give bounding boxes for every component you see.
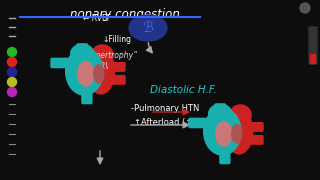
Ellipse shape (225, 109, 253, 154)
Ellipse shape (66, 48, 103, 95)
FancyBboxPatch shape (51, 58, 73, 68)
FancyBboxPatch shape (220, 152, 230, 164)
Ellipse shape (87, 49, 115, 94)
Text: ↑Afterload (↑PVR): ↑Afterload (↑PVR) (134, 118, 213, 127)
Text: nonary congestion: nonary congestion (70, 8, 180, 21)
FancyBboxPatch shape (108, 76, 125, 84)
FancyBboxPatch shape (189, 118, 211, 128)
Circle shape (7, 68, 17, 76)
Circle shape (7, 78, 17, 87)
Circle shape (7, 87, 17, 96)
Ellipse shape (78, 62, 94, 86)
Text: -Pulmonary HTN: -Pulmonary HTN (131, 103, 200, 112)
Ellipse shape (230, 105, 251, 125)
FancyBboxPatch shape (247, 123, 263, 131)
Ellipse shape (92, 45, 113, 65)
FancyBboxPatch shape (309, 27, 317, 64)
Ellipse shape (71, 44, 94, 63)
Text: hypertrophy”: hypertrophy” (86, 51, 138, 60)
Circle shape (300, 3, 310, 13)
Ellipse shape (94, 64, 104, 83)
FancyBboxPatch shape (108, 63, 125, 71)
Ellipse shape (216, 122, 232, 146)
Ellipse shape (209, 104, 232, 123)
FancyBboxPatch shape (247, 136, 263, 144)
Text: Diastolic H.F.: Diastolic H.F. (150, 85, 217, 95)
Text: “RV: “RV (96, 62, 110, 71)
Text: ℬ: ℬ (143, 21, 153, 35)
Ellipse shape (129, 15, 167, 41)
Ellipse shape (204, 108, 241, 155)
FancyBboxPatch shape (310, 55, 316, 64)
FancyBboxPatch shape (77, 44, 88, 59)
Text: ← RVEF: ← RVEF (83, 14, 111, 22)
Ellipse shape (232, 124, 242, 143)
FancyBboxPatch shape (215, 104, 226, 119)
Text: ↓Filling: ↓Filling (102, 35, 132, 44)
FancyBboxPatch shape (82, 91, 92, 103)
Circle shape (7, 48, 17, 57)
Circle shape (7, 57, 17, 66)
